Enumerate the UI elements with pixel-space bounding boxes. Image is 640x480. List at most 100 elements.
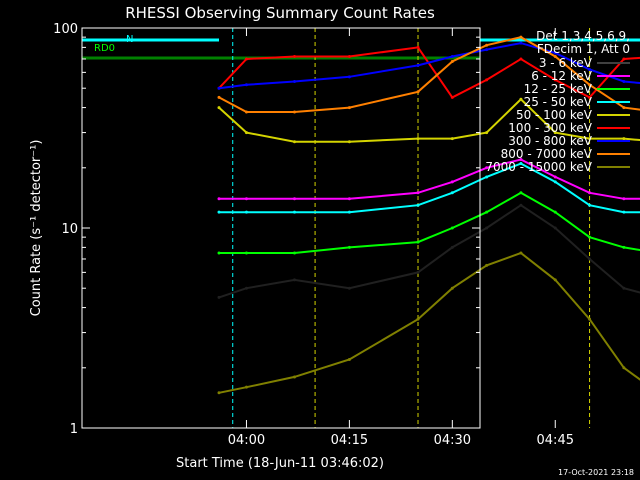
series-point: [519, 203, 523, 207]
y-tick-label: 1: [70, 422, 78, 437]
series-point: [217, 95, 221, 99]
series-point: [347, 140, 351, 144]
legend-header-line-2: FDecim 1, Att 0: [537, 42, 630, 56]
series-point: [347, 75, 351, 79]
series-line: [218, 203, 640, 299]
series-point: [217, 391, 221, 395]
series-point: [519, 162, 523, 166]
series-point: [450, 95, 454, 99]
series-point: [588, 137, 592, 141]
series-point: [416, 203, 420, 207]
series-point: [416, 270, 420, 274]
legend-label: 800 - 7000 keV: [501, 147, 593, 161]
series-point: [622, 286, 626, 290]
series-point: [588, 191, 592, 195]
series-point: [416, 90, 420, 94]
series-point: [292, 278, 296, 282]
series-point: [622, 210, 626, 214]
legend-label: 50 - 100 keV: [516, 108, 593, 122]
series-point: [416, 191, 420, 195]
x-tick-label: 04:30: [434, 433, 471, 448]
x-tick-label: 04:15: [331, 433, 368, 448]
series-point: [244, 197, 248, 201]
series-point: [450, 245, 454, 249]
annotation-n-left: N: [126, 34, 133, 45]
series-point: [588, 68, 592, 72]
y-tick-label: 100: [53, 22, 78, 37]
series-point: [416, 45, 420, 49]
series-point: [292, 375, 296, 379]
y-tick-label: 10: [61, 222, 78, 237]
series-point: [450, 180, 454, 184]
series-point: [519, 35, 523, 39]
series-point: [553, 78, 557, 82]
series-point: [622, 245, 626, 249]
x-tick-label: 04:45: [537, 433, 574, 448]
series-point: [244, 385, 248, 389]
series-point: [450, 55, 454, 59]
legend-label: 12 - 25 keV: [524, 82, 593, 96]
series-point: [244, 210, 248, 214]
series-point: [553, 51, 557, 55]
series-point: [244, 251, 248, 255]
series-point: [485, 78, 489, 82]
y-axis-label: Count Rate (s⁻¹ detector⁻¹): [29, 140, 44, 317]
series-point: [450, 226, 454, 230]
series-point: [588, 203, 592, 207]
series-point: [622, 137, 626, 141]
series-point: [485, 131, 489, 135]
series-point: [485, 166, 489, 170]
series-point: [622, 106, 626, 110]
legend: Det 1,3,4,5,6,9, FDecim 1, Att 0 3 - 6 k…: [485, 29, 630, 174]
series-point: [519, 251, 523, 255]
series-point: [217, 251, 221, 255]
series-point: [553, 180, 557, 184]
series-point: [416, 137, 420, 141]
series-point: [347, 106, 351, 110]
series-point: [292, 140, 296, 144]
x-tick-label: 04:00: [228, 433, 265, 448]
series-point: [450, 286, 454, 290]
series-point: [553, 278, 557, 282]
series-point: [588, 235, 592, 239]
series-point: [553, 210, 557, 214]
series-point: [217, 210, 221, 214]
series-point: [416, 240, 420, 244]
series-point: [244, 57, 248, 61]
series-point: [217, 197, 221, 201]
legend-label: 100 - 300 keV: [508, 121, 592, 135]
series-point: [519, 97, 523, 101]
chart-title: RHESSI Observing Summary Count Rates: [125, 4, 435, 22]
series-point: [519, 57, 523, 61]
series-point: [450, 191, 454, 195]
series-point: [622, 366, 626, 370]
series-point: [347, 358, 351, 362]
legend-label: 3 - 6 keV: [539, 56, 593, 70]
series-point: [347, 286, 351, 290]
series-point: [450, 59, 454, 63]
series-point: [347, 55, 351, 59]
legend-label: 25 - 50 keV: [524, 95, 593, 109]
series-point: [519, 158, 523, 162]
series-point: [485, 43, 489, 47]
series-point: [588, 257, 592, 261]
series-layer: [217, 35, 640, 395]
annotation-rd0: RD0: [94, 43, 115, 54]
series-point: [588, 317, 592, 321]
series-point: [622, 80, 626, 84]
series-point: [485, 48, 489, 52]
series-point: [416, 317, 420, 321]
series-point: [347, 245, 351, 249]
legend-header-line-1: Det 1,3,4,5,6,9,: [536, 29, 630, 43]
series-point: [553, 55, 557, 59]
series-point: [485, 263, 489, 267]
series-point: [553, 226, 557, 230]
legend-label: 7000 - 15000 keV: [485, 160, 592, 174]
series-point: [244, 286, 248, 290]
series-point: [292, 55, 296, 59]
series-point: [622, 197, 626, 201]
series-point: [244, 83, 248, 87]
series-point: [217, 295, 221, 299]
series-line: [218, 251, 640, 394]
